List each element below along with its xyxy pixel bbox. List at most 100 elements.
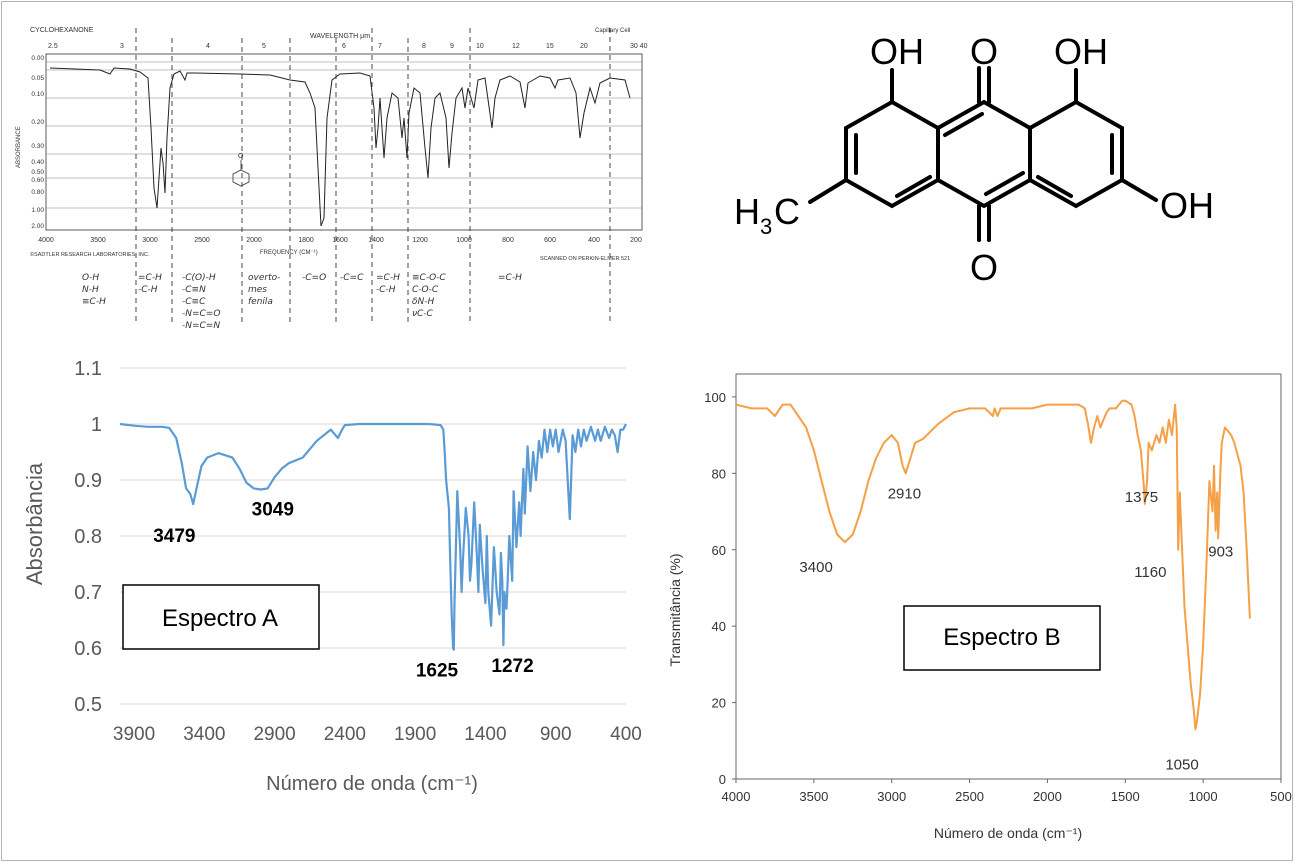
spectrum-a-y-tick-label: 0.8 <box>74 526 102 548</box>
ref-note-text: =C-H <box>138 273 162 283</box>
spectrum-b-peak-label: 1160 <box>1134 564 1166 581</box>
ref-absorbance-tick: 0.60 <box>31 177 44 184</box>
spectrum-a-peak-labels: 3479 3049 1625 1272 <box>153 499 533 681</box>
ref-wavelength-tick: 12 <box>512 43 520 50</box>
ref-wavelength-tick: 9 <box>450 43 454 50</box>
spectrum-b-peak-label: 2910 <box>888 485 921 502</box>
spectrum-b-y-tick-label: 80 <box>712 466 726 481</box>
molecule-structure-panel: OH O OH O OH H 3 C <box>690 18 1290 340</box>
ref-frequency-tick: 800 <box>502 237 514 244</box>
ref-frequency-tick: 1400 <box>368 237 384 244</box>
ref-absorbance-ticks: 0.00 0.05 0.10 0.20 0.30 0.40 0.500.60 0.80 1.00… <box>31 55 44 230</box>
ref-absorbance-tick: 0.40 <box>31 159 44 166</box>
ref-note-text: overto- <box>248 273 280 283</box>
spectrum-a-title-box <box>122 584 320 650</box>
ref-note-text: -C(O)-H <box>182 273 216 283</box>
ref-wavelength-tick: 20 <box>580 43 588 50</box>
spectrum-a-x-tick-label: 3400 <box>183 724 225 745</box>
ref-wavelength-tick: 10 <box>476 43 484 50</box>
spectrum-a-gridlines <box>120 367 626 705</box>
ref-note-text: ≡C-H <box>82 297 106 307</box>
spectrum-b-x-tick-label: 3500 <box>799 789 828 804</box>
spectrum-a-title: Espectro A <box>162 605 278 632</box>
ref-note-text: δN-H <box>412 297 434 307</box>
spectrum-b-y-tick-label: 100 <box>704 390 726 405</box>
ref-absorbance-tick: 2.00 <box>31 223 44 230</box>
ref-wavelength-label: WAVELENGTH μm <box>310 33 370 40</box>
molecule-bonds <box>808 66 1158 242</box>
spectrum-a-y-tick-label: 0.9 <box>74 470 102 492</box>
spectrum-a-x-tick-label: 3900 <box>113 724 155 745</box>
molecule-svg: OH O OH O OH H 3 C <box>734 31 1214 288</box>
spectrum-a-chart: 0.5 0.6 0.7 0.8 0.9 1 1.1 3900 3400 2900 2400 1900… <box>22 358 642 795</box>
ref-absorbance-tick: 0.50 <box>31 169 44 176</box>
spectrum-a-panel: 0.5 0.6 0.7 0.8 0.9 1 1.1 3900 3400 2900 2400 1900… <box>0 348 650 848</box>
spectrum-b-peak-label: 903 <box>1208 543 1233 560</box>
ref-wavelength-tick: 3 <box>120 43 124 50</box>
spectrum-b-x-tick-label: 2500 <box>955 789 984 804</box>
ref-frequency-tick: 1600 <box>332 237 348 244</box>
ref-note-text: =C-H <box>376 273 400 283</box>
spectrum-b-y-tick-label: 40 <box>712 619 726 634</box>
ref-note-text: -C≡N <box>182 285 206 295</box>
spectrum-a-series-line <box>119 422 627 651</box>
ref-wavelength-tick: 6 <box>342 43 346 50</box>
ref-note-text: ≡C-O-C <box>412 273 446 283</box>
spectrum-b-plot-frame <box>735 373 1282 780</box>
ref-absorbance-label: ABSORBANCE <box>16 126 22 168</box>
ref-wavelength-tick: 8 <box>422 43 426 50</box>
spectrum-b-title-box <box>903 605 1101 671</box>
spectrum-b-x-axis-label: Número de onda (cm⁻¹) <box>934 825 1082 841</box>
ref-absorbance-tick: 0.10 <box>31 91 44 98</box>
spectrum-a-x-tick-label: 900 <box>540 724 572 745</box>
spectrum-b-x-ticks: 4000 3500 3000 2500 2000 1500 1000 500 <box>722 779 1292 804</box>
ref-frequency-tick: 2000 <box>246 237 262 244</box>
ref-frequency-tick: 3500 <box>90 237 106 244</box>
spectrum-b-y-ticks: 0 20 40 60 80 100 <box>704 390 736 787</box>
ref-note-text: -N=C=N <box>182 321 220 331</box>
ref-note-text: -C=C <box>340 273 364 283</box>
ref-note-text: -C-H <box>376 285 396 295</box>
spectrum-a-y-tick-label: 1.1 <box>74 358 102 380</box>
spectrum-a-x-tick-label: 2400 <box>324 724 366 745</box>
carbonyl-top-label: O <box>970 31 998 72</box>
ref-wavelength-tick: 2.5 <box>48 43 58 50</box>
ref-note-text: -C-H <box>138 285 158 295</box>
ref-wavelength-tick: 5 <box>262 43 266 50</box>
ref-grid <box>46 61 642 209</box>
spectrum-b-peak-label: 1050 <box>1165 756 1198 773</box>
ref-frequency-tick: 1200 <box>412 237 428 244</box>
spectrum-a-y-axis-label: Absorbância <box>22 462 47 585</box>
spectrum-a-y-tick-label: 0.6 <box>74 638 102 660</box>
spectrum-a-y-tick-label: 0.7 <box>74 582 102 604</box>
ref-plot-frame <box>45 53 643 231</box>
ref-wavelength-tick: 7 <box>378 43 382 50</box>
ref-note-text: N-H <box>82 285 99 295</box>
ref-footer-right: SCANNED ON PERKIN-ELMER 521 <box>540 256 630 262</box>
spectrum-b-x-tick-label: 1500 <box>1111 789 1140 804</box>
ref-note-text: mes <box>248 285 267 295</box>
ref-frequency-tick: 600 <box>544 237 556 244</box>
ref-note-text: O-H <box>82 273 99 283</box>
ref-absorbance-tick: 0.80 <box>31 189 44 196</box>
ref-frequency-tick: 1800 <box>298 237 314 244</box>
reference-spectrum-panel: CYCLOHEXANONE WAVELENGTH μm Capillary Ce… <box>10 18 650 340</box>
ref-absorbance-tick: 0.00 <box>31 55 44 62</box>
ref-frequency-tick: 4000 <box>38 237 54 244</box>
spectrum-b-peak-label: 1375 <box>1125 489 1158 506</box>
methyl-c-label: C <box>774 191 800 232</box>
spectrum-a-peak-label: 3049 <box>252 499 294 520</box>
spectrum-a-peak-label: 1272 <box>491 656 533 677</box>
spectrum-b-y-tick-label: 60 <box>712 543 726 558</box>
spectrum-b-x-tick-label: 1000 <box>1189 789 1218 804</box>
spectrum-b-chart: 0 20 40 60 80 100 4000 3500 3000 2500 2000 1500 100… <box>667 373 1292 841</box>
oh-top-right-label: OH <box>1054 31 1108 72</box>
ref-absorbance-tick: 0.20 <box>31 119 44 126</box>
ref-note-text: fenila <box>248 297 273 307</box>
ref-wavelength-tick: 15 <box>546 43 554 50</box>
ref-cyclohexanone-icon: O <box>232 153 250 187</box>
ref-spectrum-trace <box>49 67 631 227</box>
spectrum-a-x-tick-label: 2900 <box>253 724 295 745</box>
ref-absorbance-tick: 0.30 <box>31 143 44 150</box>
